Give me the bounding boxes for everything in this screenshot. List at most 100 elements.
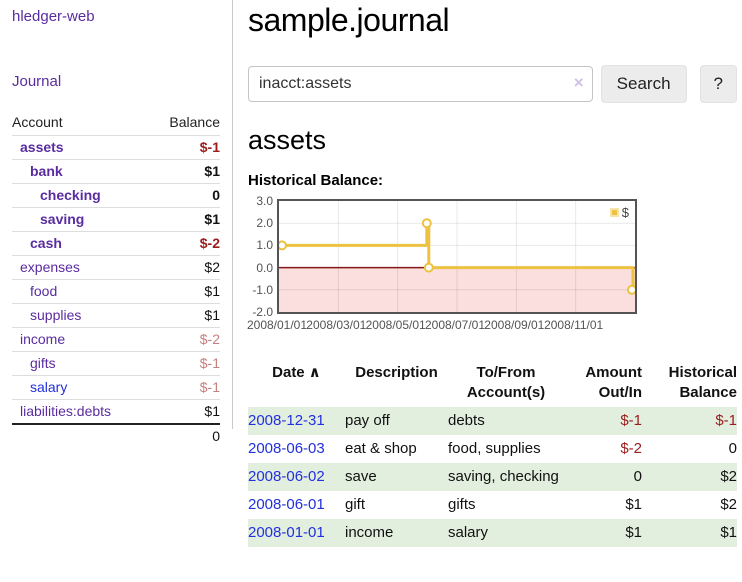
y-axis-tick: -1.0 [252, 282, 273, 297]
help-button[interactable]: ? [699, 65, 737, 103]
register-header-amount: Amount Out/In [585, 364, 642, 401]
transaction-balance: $2 [642, 463, 737, 491]
transaction-description: save [345, 463, 448, 491]
account-row: assets $-1 [12, 135, 220, 160]
accounts-table: Account Balance assets $-1 bank $1 checking 0… [12, 111, 220, 448]
account-row: gifts $-1 [12, 351, 220, 376]
y-axis-tick: 2.0 [256, 216, 273, 231]
account-row: food $1 [12, 279, 220, 304]
account-balance: $-1 [149, 375, 220, 400]
transaction-description: gift [345, 496, 366, 513]
search-input[interactable] [248, 66, 593, 102]
accounts-total-value: 0 [149, 423, 220, 448]
x-axis-tick: 2008/11/01 [544, 318, 604, 332]
account-row: checking 0 [12, 183, 220, 208]
y-axis-tick: 3.0 [256, 194, 273, 208]
account-link[interactable]: food [30, 283, 58, 299]
register-table: Date ∧ Description To/From Account(s) Amo… [248, 361, 737, 547]
transaction-date-link[interactable]: 2008-06-02 [248, 468, 325, 485]
transaction-date-link[interactable]: 2008-01-01 [248, 524, 325, 541]
transaction-amount: $1 [564, 519, 642, 547]
transaction-date-link[interactable]: 2008-12-31 [248, 412, 325, 429]
account-heading: assets [248, 125, 327, 155]
account-balance: $-1 [149, 351, 220, 376]
account-row: income $-2 [12, 327, 220, 352]
account-link[interactable]: saving [40, 211, 85, 227]
account-row: expenses $2 [12, 255, 220, 280]
transaction-accounts: saving, checking [448, 463, 564, 491]
account-link[interactable]: bank [30, 163, 63, 179]
account-balance: $-1 [149, 135, 220, 160]
register-header-date[interactable]: Date ∧ [272, 364, 321, 381]
account-row: supplies $1 [12, 303, 220, 328]
account-balance: $2 [149, 255, 220, 280]
transaction-amount: $1 [625, 496, 642, 513]
register-header-account: To/From Account(s) [466, 364, 546, 401]
account-row: salary $-1 [12, 375, 220, 400]
data-point-marker [279, 240, 287, 251]
data-point-marker [627, 284, 635, 295]
chart-plot-area: $ [277, 199, 637, 314]
account-balance: $1 [149, 279, 220, 304]
x-axis-tick: 2008/01/01 [246, 318, 308, 332]
search-button[interactable]: Search [600, 65, 687, 103]
transaction-date-link[interactable]: 2008-06-03 [248, 440, 325, 457]
account-link[interactable]: liabilities:debts [20, 403, 112, 419]
x-axis-tick: 2008/07/01 [424, 318, 486, 332]
sort-asc-icon: ∧ [308, 364, 321, 381]
x-axis-tick: 2008/09/01 [484, 318, 545, 332]
accounts-header-account: Account [12, 114, 63, 130]
account-row: liabilities:debts $1 [12, 399, 220, 424]
account-balance: 0 [149, 183, 220, 208]
transaction-accounts: gifts [448, 496, 476, 513]
transaction-row: 2008-01-01 income salary $1 $1 [248, 519, 737, 547]
register-header-balance: Historical Balance [668, 364, 737, 401]
transaction-row: 2008-06-03 eat & shop food, supplies $-2 0 [248, 435, 737, 463]
account-link[interactable]: supplies [30, 307, 82, 323]
y-axis-tick: -2.0 [252, 305, 273, 319]
clear-search-icon[interactable]: × [573, 73, 584, 92]
transaction-description: pay off [345, 407, 448, 435]
transaction-row: 2008-06-02 save saving, checking 0 $2 [248, 463, 737, 491]
sidebar: hledger-web Journal Account Balance asse… [0, 0, 233, 448]
account-link[interactable]: gifts [30, 355, 56, 371]
accounts-total-row: 0 [12, 423, 220, 448]
account-link[interactable]: cash [30, 235, 62, 251]
transaction-description: income [345, 519, 448, 547]
account-link[interactable]: expenses [20, 259, 80, 275]
transaction-accounts: debts [448, 407, 564, 435]
account-link[interactable]: income [20, 331, 66, 347]
account-balance: $1 [149, 207, 220, 232]
legend-swatch-icon [609, 208, 619, 217]
transaction-amount: $-2 [620, 440, 642, 457]
legend-label: $ [621, 205, 629, 220]
app-brand-link[interactable]: hledger-web [12, 8, 95, 25]
account-balance: $1 [149, 159, 220, 184]
transaction-row: 2008-12-31 pay off debts $-1 $-1 [248, 407, 737, 435]
sidebar-item-journal[interactable]: Journal [12, 73, 62, 90]
account-balance: $-2 [149, 327, 220, 352]
historical-balance-chart: 3.0 2.0 1.0 0.0 -1.0 -2.0 $ 2008/01/01 2008/03… [247, 194, 737, 337]
transaction-row: 2008-06-01 gift gifts $1 $2 [248, 491, 737, 519]
transaction-amount: 0 [564, 463, 642, 491]
data-point-marker [423, 262, 434, 273]
account-balance: $1 [149, 399, 220, 424]
page-title: sample.journal [248, 2, 450, 38]
transaction-accounts: salary [448, 519, 564, 547]
transaction-balance: $-1 [642, 407, 737, 435]
transaction-balance: $1 [642, 519, 737, 547]
data-point-marker [421, 218, 432, 229]
account-link[interactable]: salary [30, 379, 68, 395]
transaction-date-link[interactable]: 2008-06-01 [248, 496, 325, 513]
search-form: × Search ? [248, 65, 737, 103]
account-row: cash $-2 [12, 231, 220, 256]
chart-series-svg [279, 201, 635, 312]
account-row: saving $1 [12, 207, 220, 232]
transaction-balance: 0 [728, 440, 737, 457]
register-header-description: Description [355, 364, 438, 381]
x-axis-tick: 2008/03/01 [306, 318, 367, 332]
transaction-balance: $2 [720, 496, 737, 513]
transaction-description: eat & shop [345, 440, 417, 457]
account-link[interactable]: checking [40, 187, 101, 203]
account-link[interactable]: assets [20, 139, 64, 155]
